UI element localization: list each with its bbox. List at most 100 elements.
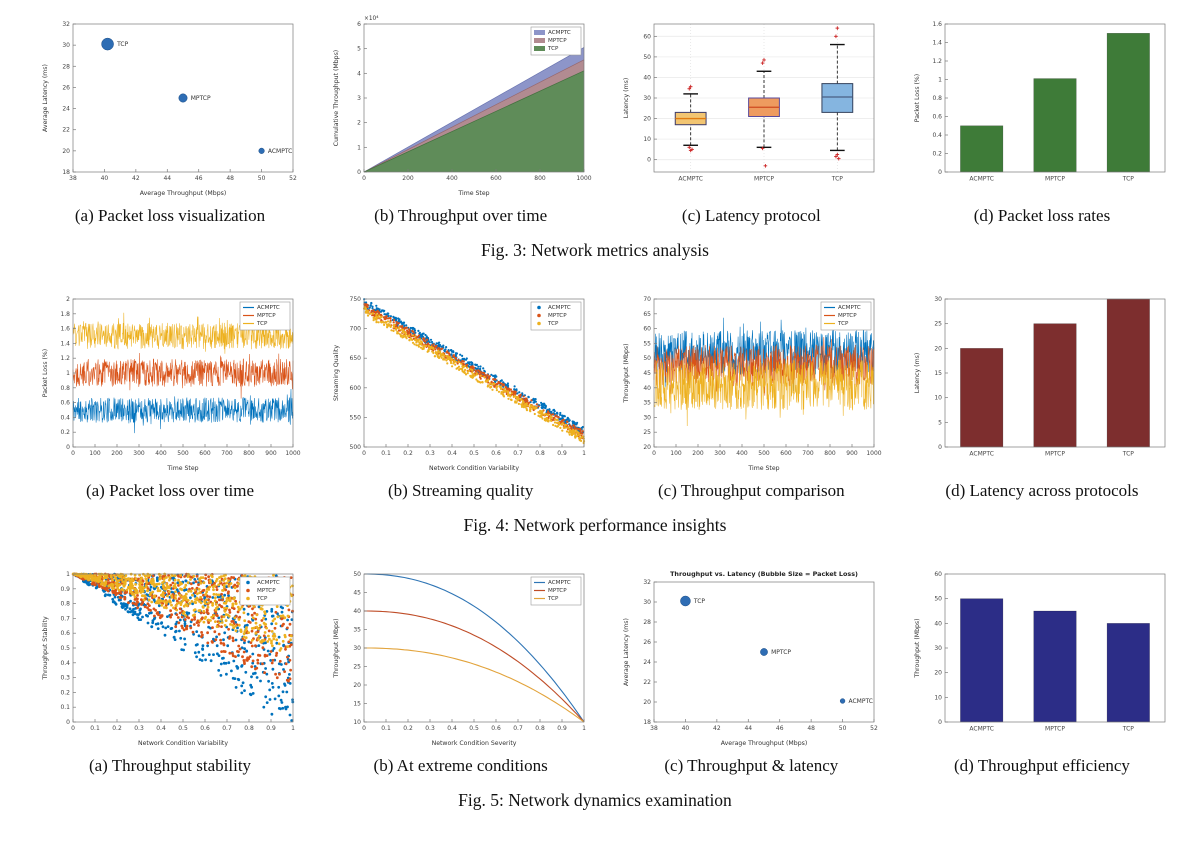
figure-3-block: TCP MPTCP ACMPTC 18 20 22 24 26 28 30 32 38 40 42 44 46…: [0, 0, 1190, 261]
svg-text:ACMPTC: ACMPTC: [257, 580, 280, 586]
svg-text:0: 0: [938, 169, 942, 176]
svg-text:400: 400: [446, 175, 458, 182]
svg-text:0.8: 0.8: [535, 725, 545, 732]
svg-text:1: 1: [582, 725, 586, 732]
svg-text:0.9: 0.9: [557, 450, 567, 457]
fig5-subfig-d: 0 10 20 30 40 50 60 ACMPTC MPTCP TCP Throughput (M…: [906, 562, 1178, 776]
figure-5-block: 0 0.1 0.2 0.3 0.4 0.5 0.6 0.7 0.8 0.9 1 0 0.1 0.2 0.3 0…: [0, 550, 1190, 811]
svg-text:0.8: 0.8: [932, 95, 942, 102]
fig3-subfig-c: 0 10 20 30 40 50 60 ACMPTC MPTCP TCP Latency (ms) …: [615, 12, 887, 226]
svg-text:1: 1: [938, 77, 942, 84]
chart-packet-loss-over-time: 0 0.2 0.4 0.6 0.8 1 1.2 1.4 1.6 1.8 2 0 100 200 300 400…: [39, 287, 301, 473]
svg-text:1.4: 1.4: [932, 40, 942, 47]
svg-text:50: 50: [934, 596, 942, 603]
svg-text:800: 800: [243, 450, 255, 457]
svg-text:1000: 1000: [867, 450, 882, 457]
chart-throughput-stability: 0 0.1 0.2 0.3 0.4 0.5 0.6 0.7 0.8 0.9 1 0 0.1 0.2 0.3 0…: [39, 562, 301, 748]
svg-text:30: 30: [644, 599, 652, 606]
svg-text:10: 10: [934, 395, 942, 402]
svg-text:ACMPTC: ACMPTC: [548, 30, 571, 36]
svg-text:TCP: TCP: [256, 321, 268, 327]
svg-text:3: 3: [357, 95, 361, 102]
svg-text:Average Latency (ms): Average Latency (ms): [42, 64, 49, 132]
svg-text:50: 50: [644, 54, 652, 61]
svg-text:30: 30: [353, 645, 361, 652]
subfig-caption: (b) At extreme conditions: [373, 756, 548, 775]
svg-text:0: 0: [66, 719, 70, 726]
svg-text:30: 30: [934, 296, 942, 303]
svg-text:20: 20: [934, 345, 942, 352]
svg-text:35: 35: [353, 627, 361, 634]
svg-text:42: 42: [713, 725, 721, 732]
svg-text:10: 10: [353, 719, 361, 726]
svg-text:70: 70: [644, 296, 652, 303]
svg-text:24: 24: [644, 659, 652, 666]
svg-text:60: 60: [934, 571, 942, 578]
chart-throughput-latency-bubble: TCP MPTCP ACMPTC 18 20 22 24 26 28 30 32 38 40 42 44 46…: [620, 562, 882, 748]
subfig-caption: (c) Throughput & latency: [664, 756, 839, 775]
figure-4-caption: Fig. 4: Network performance insights: [463, 515, 727, 535]
svg-text:600: 600: [199, 450, 211, 457]
svg-text:25: 25: [934, 321, 942, 328]
svg-text:0.5: 0.5: [469, 450, 479, 457]
svg-text:50: 50: [258, 175, 266, 182]
svg-text:0.9: 0.9: [557, 725, 567, 732]
svg-text:4: 4: [357, 70, 361, 77]
svg-text:Average Throughput (Mbps): Average Throughput (Mbps): [721, 740, 808, 747]
svg-text:0: 0: [357, 169, 361, 176]
svg-text:50: 50: [353, 571, 361, 578]
svg-text:400: 400: [155, 450, 167, 457]
svg-text:Time Step: Time Step: [166, 465, 198, 472]
svg-text:TCP: TCP: [1122, 726, 1135, 733]
chart-packet-loss-rates-bar: 0 0.2 0.4 0.6 0.8 1 1.2 1.4 1.6 ACMPTC MPTCP TCP Pac…: [911, 12, 1173, 198]
svg-text:20: 20: [934, 670, 942, 677]
svg-text:1.6: 1.6: [932, 21, 942, 28]
svg-text:50: 50: [644, 355, 652, 362]
svg-text:MPTCP: MPTCP: [771, 649, 791, 656]
svg-text:0.1: 0.1: [60, 704, 70, 711]
svg-text:TCP: TCP: [831, 176, 844, 183]
svg-text:0.1: 0.1: [381, 450, 391, 457]
svg-text:10: 10: [934, 694, 942, 701]
svg-text:0.4: 0.4: [932, 132, 942, 139]
svg-text:ACMPTC: ACMPTC: [849, 698, 874, 705]
svg-text:ACMPTC: ACMPTC: [548, 580, 571, 586]
svg-text:0.1: 0.1: [90, 725, 100, 732]
subfig-caption: (b) Streaming quality: [387, 481, 534, 500]
svg-text:46: 46: [195, 175, 203, 182]
svg-text:ACMPTC: ACMPTC: [268, 148, 293, 155]
svg-text:0: 0: [647, 157, 651, 164]
svg-text:40: 40: [682, 725, 690, 732]
svg-text:0: 0: [938, 444, 942, 451]
svg-text:0.1: 0.1: [381, 725, 391, 732]
svg-text:1: 1: [357, 144, 361, 151]
svg-text:0.5: 0.5: [469, 725, 479, 732]
svg-text:30: 30: [62, 42, 70, 49]
subfig-caption: (a) Packet loss visualization: [74, 206, 266, 225]
svg-text:Average Throughput (Mbps): Average Throughput (Mbps): [140, 190, 227, 197]
svg-text:TCP: TCP: [837, 321, 849, 327]
svg-text:0.2: 0.2: [932, 151, 942, 158]
svg-text:30: 30: [644, 414, 652, 421]
svg-text:44: 44: [745, 725, 753, 732]
svg-text:0.4: 0.4: [447, 725, 457, 732]
figure-4-subfig-row: 0 0.2 0.4 0.6 0.8 1 1.2 1.4 1.6 1.8 2 0 100 200 300 400…: [0, 287, 1190, 501]
svg-text:0.8: 0.8: [535, 450, 545, 457]
svg-text:25: 25: [644, 429, 652, 436]
svg-text:15: 15: [934, 370, 942, 377]
svg-text:TCP: TCP: [1122, 176, 1135, 183]
svg-text:0.5: 0.5: [60, 645, 70, 652]
svg-text:500: 500: [349, 444, 361, 451]
fig4-subfig-d: 0 5 10 15 20 25 30 ACMPTC MPTCP TCP Latency (ms) (…: [906, 287, 1178, 501]
svg-text:0.9: 0.9: [266, 725, 276, 732]
svg-text:Latency (ms): Latency (ms): [623, 78, 630, 119]
chart-latency-across-protocols-bar: 0 5 10 15 20 25 30 ACMPTC MPTCP TCP Latency (ms): [911, 287, 1173, 473]
fig4-subfig-b: 500 550 600 650 700 750 0 0.1 0.2 0.3 0.4 0.5 0.6 0.7…: [325, 287, 597, 501]
svg-text:45: 45: [353, 590, 361, 597]
svg-text:600: 600: [490, 175, 502, 182]
svg-text:600: 600: [781, 450, 793, 457]
svg-text:1.6: 1.6: [60, 326, 70, 333]
svg-text:0.3: 0.3: [60, 675, 70, 682]
svg-text:20: 20: [644, 116, 652, 123]
svg-text:900: 900: [847, 450, 859, 457]
